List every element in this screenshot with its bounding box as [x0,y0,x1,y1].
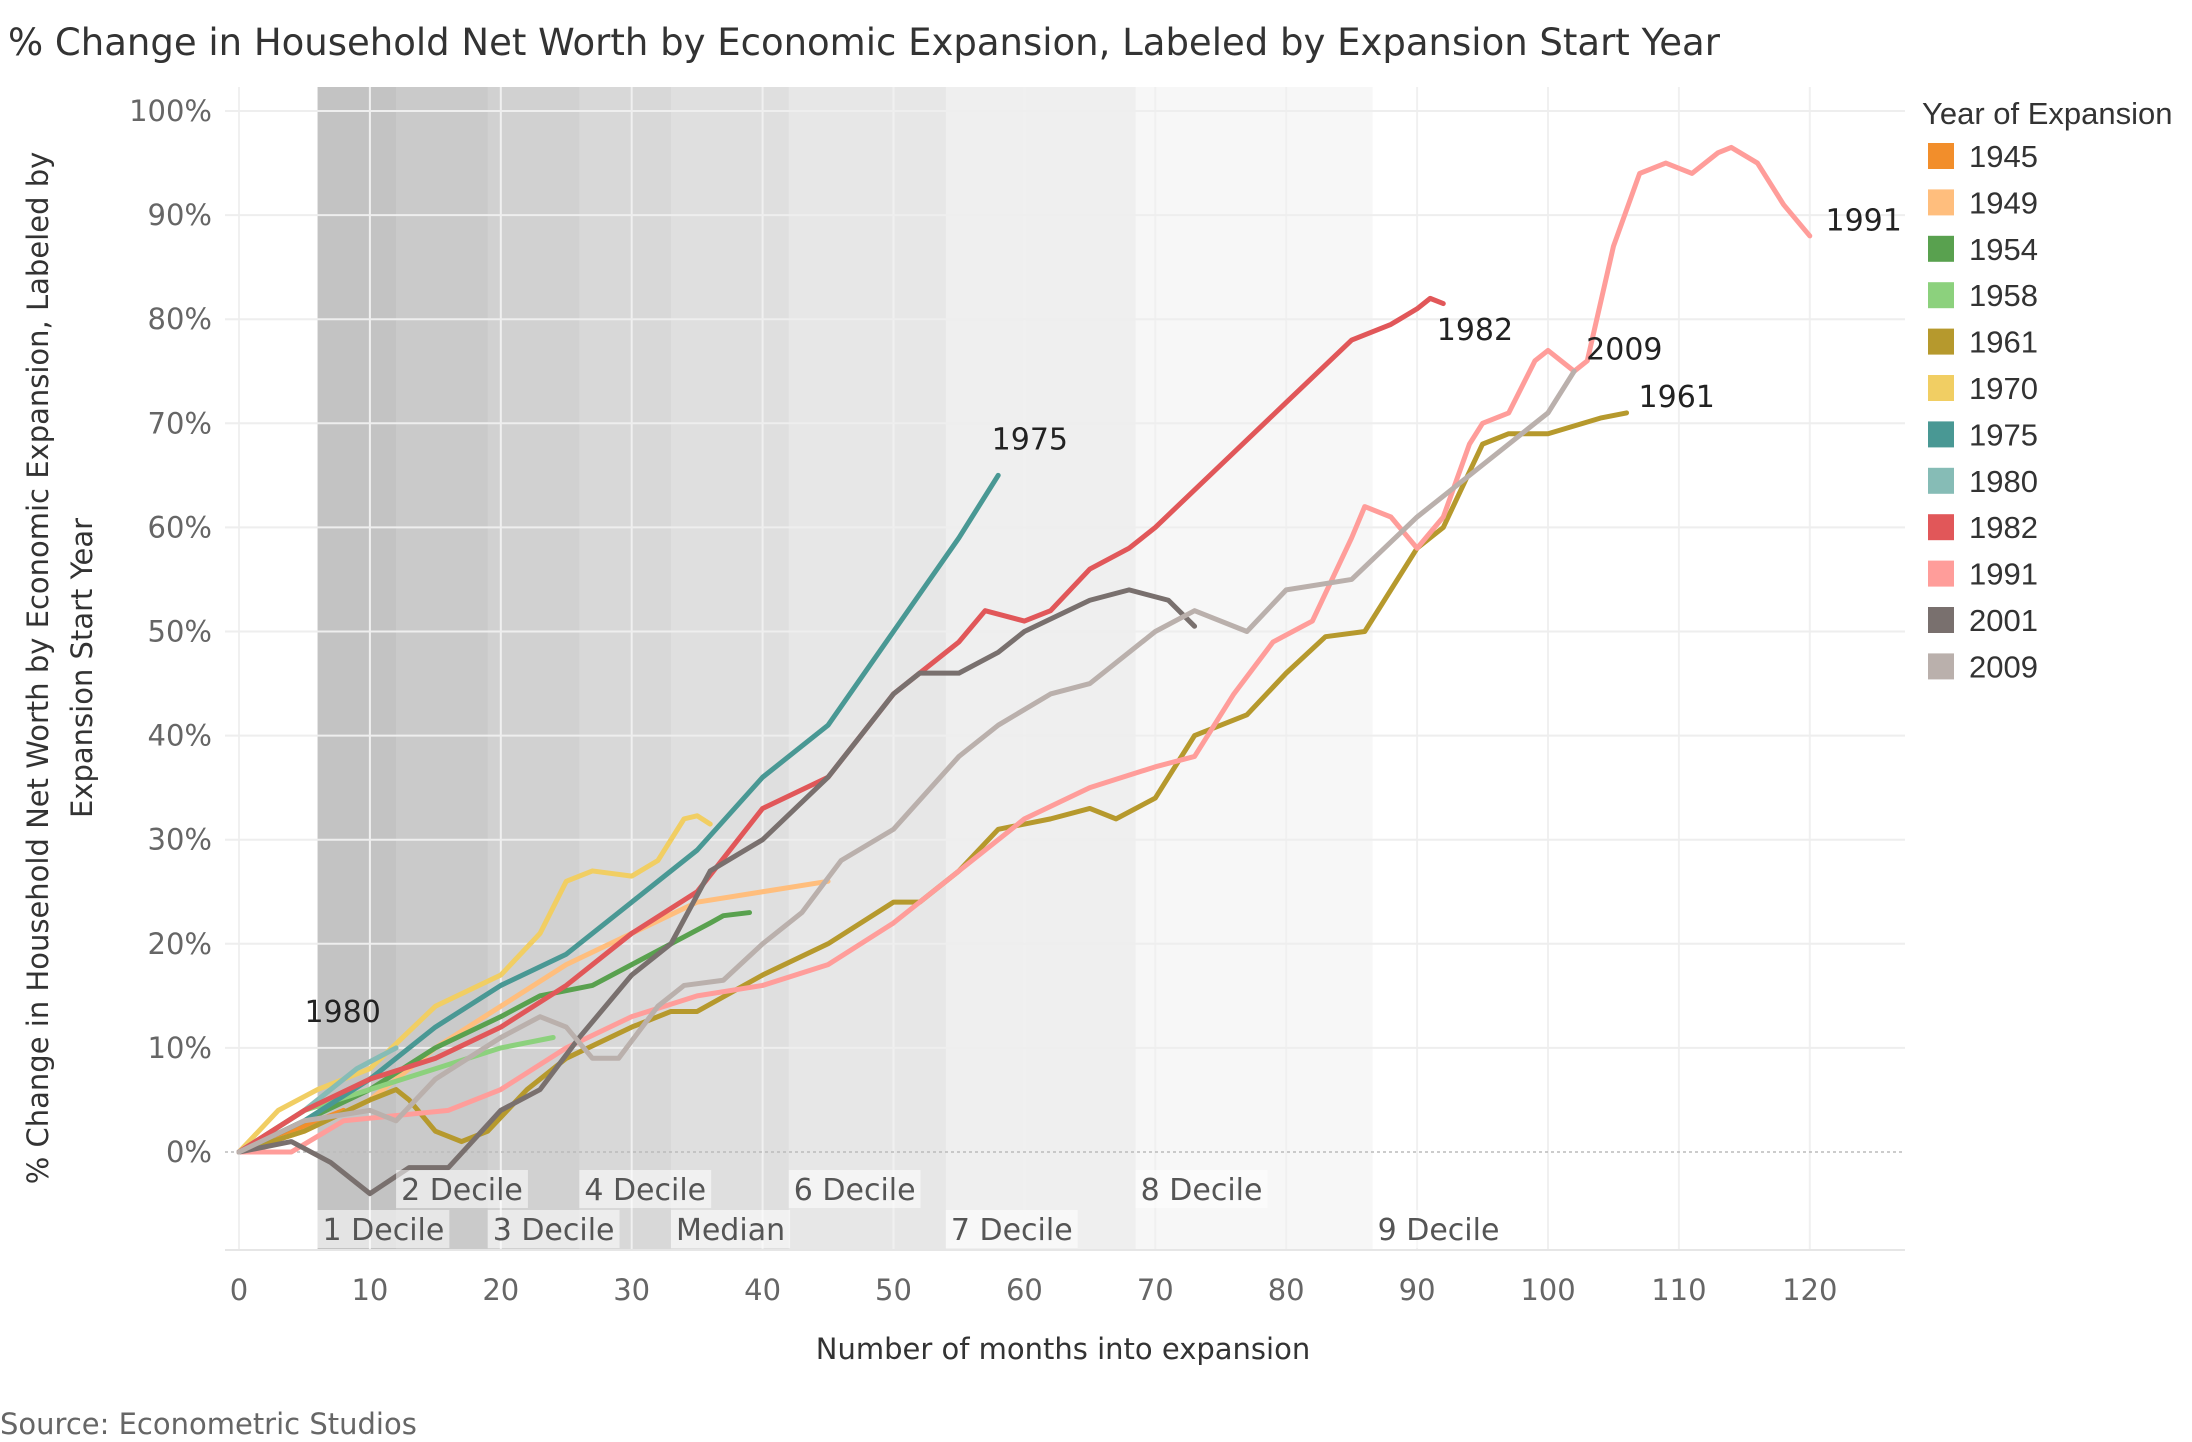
x-tick-label: 100 [1520,1273,1575,1307]
legend-item-1945[interactable]: 1945 [1969,139,2038,174]
source-note: Source: Econometric Studios [0,1407,417,1438]
y-tick-label: 100% [129,94,212,128]
decile-label-bg [487,1210,620,1248]
decile-labels: 1 Decile 2 Decile 3 Decile 4 Decile Median 6 … [317,1170,1505,1248]
decile-label-group: Median [670,1210,791,1248]
series-line-1991 [236,144,1813,1155]
decile-label-bg [945,1210,1078,1248]
decile-label: 4 Decile [584,1173,706,1208]
x-tick-label: 70 [1137,1273,1174,1307]
decile-label-group: 4 Decile [579,1170,712,1208]
legend-swatch-1980 [1928,467,1954,494]
series-label-1961: 1961 [1639,380,1715,415]
legend-swatch-2001 [1928,607,1954,633]
legend-item-1975[interactable]: 1975 [1969,417,2038,452]
x-tick-label: 60 [1006,1273,1043,1307]
legend-swatch-1958 [1928,282,1954,309]
legend-item-1958[interactable]: 1958 [1969,278,2038,313]
series-label-1991: 1991 [1826,204,1902,239]
y-tick-label: 80% [148,302,212,336]
legend-swatch-1961 [1928,328,1954,355]
decile-label: 9 Decile [1378,1213,1500,1248]
decile-label: 2 Decile [401,1173,523,1208]
legend-item-1991[interactable]: 1991 [1969,557,2038,592]
series-label-1980: 1980 [304,995,380,1030]
decile-label-bg [670,1210,791,1248]
y-tick-label: 70% [148,406,212,440]
y-axis-ticks: 0% 10% 20% 30% 40% 50% 60% 70% 80% 90% 100% [129,94,212,1169]
x-tick-label: 110 [1651,1273,1706,1307]
legend-title: Year of Expansion [1922,96,2172,131]
decile-label-bg [317,1210,450,1248]
legend-item-2001[interactable]: 2001 [1969,603,2038,638]
legend-item-1961[interactable]: 1961 [1969,325,2038,360]
decile-band [318,87,1373,1250]
decile-label-group: 6 Decile [788,1170,921,1208]
y-tick-label: 20% [148,927,212,961]
y-tick-label: 0% [166,1135,212,1169]
decile-label-bg [1372,1210,1505,1248]
x-tick-label: 0 [230,1273,248,1307]
x-tick-label: 50 [875,1273,912,1307]
x-tick-label: 10 [351,1273,388,1307]
x-axis-title: Number of months into expansion [816,1332,1310,1366]
legend-swatch-1945 [1928,143,1954,169]
decile-label: 3 Decile [493,1213,615,1248]
decile-label: 7 Decile [951,1213,1073,1248]
decile-label: Median [676,1213,785,1248]
y-axis-title-line2: Expansion Start Year [65,518,99,818]
y-tick-label: 50% [148,615,212,649]
decile-label-bg [1135,1170,1268,1208]
decile-bands [318,87,1373,1250]
x-tick-label: 90 [1399,1273,1436,1307]
series-label-1975: 1975 [992,422,1068,457]
series-line-1982 [236,295,1446,1155]
decile-label: 1 Decile [323,1213,445,1248]
legend-swatch-1954 [1928,235,1954,262]
decile-label-bg [396,1170,528,1208]
series-line-2009 [236,368,1577,1155]
decile-label: 8 Decile [1141,1173,1263,1208]
legend: Year of Expansion 1945 1949 1954 1958 1961 19… [1922,96,2172,684]
x-axis-ticks: 0 10 20 30 40 50 60 70 80 90 100 110 120 [230,1273,1838,1307]
decile-label-group: 8 Decile [1135,1170,1268,1208]
legend-item-2009[interactable]: 2009 [1969,649,2038,684]
y-tick-label: 60% [148,510,212,544]
legend-swatch-1970 [1928,375,1954,401]
legend-swatch-1982 [1928,514,1954,541]
x-tick-label: 80 [1268,1273,1305,1307]
legend-item-1970[interactable]: 1970 [1969,371,2038,406]
legend-item-1954[interactable]: 1954 [1969,232,2038,267]
legend-swatch-1991 [1928,560,1954,587]
legend-item-1949[interactable]: 1949 [1969,185,2038,220]
decile-label-group: 1 Decile [317,1210,450,1248]
decile-label-group: 9 Decile [1372,1210,1505,1248]
decile-label-bg [579,1170,712,1208]
decile-label-group: 2 Decile [396,1170,528,1208]
series-line-1970 [236,813,713,1155]
legend-swatch-1949 [1928,189,1954,216]
chart-title: % Change in Household Net Worth by Econo… [8,21,1721,64]
decile-label-group: 7 Decile [945,1210,1078,1248]
decile-label-bg [788,1170,921,1208]
legend-item-1982[interactable]: 1982 [1969,510,2038,545]
y-tick-label: 30% [148,823,212,857]
legend-swatch-2009 [1928,653,1954,680]
y-tick-label: 10% [148,1031,212,1065]
x-tick-label: 20 [482,1273,519,1307]
x-tick-label: 30 [613,1273,650,1307]
decile-label: 6 Decile [794,1173,916,1208]
series-label-1982: 1982 [1437,313,1513,348]
decile-label-group: 3 Decile [487,1210,620,1248]
y-tick-label: 40% [148,719,212,753]
y-axis-title-line1: % Change in Household Net Worth by Econo… [21,152,55,1185]
series-label-2009: 2009 [1586,332,1662,367]
series-labels: 1961 1975 1980 1982 1991 2009 [304,204,1901,1030]
legend-item-1980[interactable]: 1980 [1969,464,2038,499]
y-tick-label: 90% [148,198,212,232]
x-tick-label: 40 [744,1273,781,1307]
legend-swatch-1975 [1928,421,1954,448]
x-tick-label: 120 [1782,1273,1837,1307]
